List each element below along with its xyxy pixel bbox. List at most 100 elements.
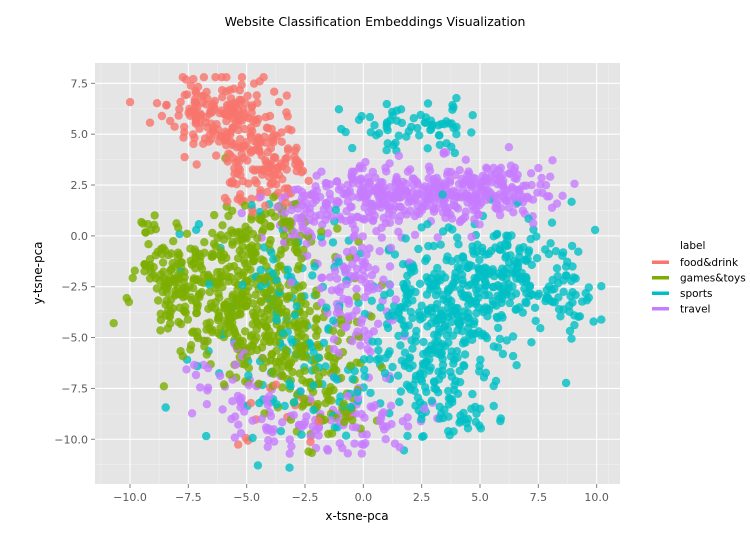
scatter-point [510,193,519,202]
scatter-point [389,141,398,150]
scatter-point [293,156,302,165]
scatter-point [552,264,562,273]
scatter-point [508,351,518,361]
scatter-point [287,278,296,287]
scatter-point [411,375,420,384]
scatter-point [340,263,349,273]
scatter-point [235,99,244,109]
scatter-point [510,163,520,172]
scatter-point [440,273,450,282]
scatter-point [300,366,309,375]
scatter-point [248,433,257,443]
scatter-point [327,212,337,221]
scatter-point [400,303,409,312]
scatter-point [352,292,361,301]
scatter-point [288,338,297,347]
scatter-point [432,385,441,394]
scatter-point [435,131,444,140]
scatter-point [436,240,445,249]
scatter-point [248,416,257,425]
scatter-point [440,120,449,129]
scatter-point [192,160,201,169]
scatter-point [489,381,498,391]
scatter-point [553,272,562,281]
scatter-point [348,416,357,425]
scatter-point [342,207,351,216]
scatter-point [226,137,235,146]
scatter-point [413,393,423,402]
scatter-point [189,276,198,285]
scatter-point [158,258,168,267]
scatter-point [470,215,479,224]
scatter-point [589,317,598,326]
scatter-point [314,416,323,426]
scatter-point [332,177,342,186]
scatter-point [202,400,212,409]
scatter-point [578,297,587,306]
scatter-point [220,303,229,312]
scatter-point [165,312,174,322]
scatter-point [336,215,346,224]
scatter-point [170,262,180,271]
scatter-point [326,195,335,204]
scatter-point [410,230,420,240]
scatter-point [193,300,202,310]
scatter-point [398,260,408,269]
scatter-point [360,326,369,335]
scatter-point [242,352,251,362]
scatter-point [515,185,524,194]
scatter-point [193,332,202,341]
scatter-point [293,204,303,213]
x-tick-label: 7.5 [530,491,548,504]
scatter-point [419,337,428,347]
scatter-point [213,268,222,277]
scatter-point [253,234,262,243]
scatter-point [454,240,463,249]
scatter-point [238,336,247,346]
scatter-point [569,273,578,282]
scatter-point [515,246,524,256]
scatter-point [306,437,315,447]
scatter-point [570,320,579,330]
scatter-point [342,247,352,257]
scatter-point [444,412,453,421]
scatter-point [403,422,413,431]
scatter-point [349,272,359,281]
scatter-point [512,361,521,370]
scatter-point [243,91,252,101]
scatter-point [325,387,334,396]
scatter-point [281,198,291,208]
scatter-point [208,101,217,111]
scatter-point [437,315,446,324]
scatter-point [204,280,214,289]
scatter-point [371,202,380,211]
scatter-point [258,354,267,363]
scatter-point [502,264,512,273]
scatter-point [375,247,384,256]
scatter-point [502,336,511,345]
scatter-point [530,303,540,312]
scatter-point [248,116,258,125]
scatter-point [264,159,273,169]
scatter-point [495,334,505,344]
scatter-point [170,122,179,131]
scatter-point [404,382,414,391]
scatter-point [385,280,395,290]
scatter-point [308,387,318,397]
scatter-point [386,243,396,252]
scatter-point [254,379,263,388]
scatter-point [312,315,321,325]
scatter-point [348,422,358,432]
scatter-point [474,327,483,336]
scatter-point [511,289,521,298]
scatter-point [373,319,383,328]
scatter-point [158,249,167,259]
scatter-point [215,293,224,302]
scatter-point [402,132,411,141]
scatter-point [239,268,248,277]
scatter-point [253,461,263,470]
scatter-point [266,222,275,231]
scatter-point [451,170,460,180]
scatter-point [343,314,353,323]
scatter-point [278,418,287,427]
